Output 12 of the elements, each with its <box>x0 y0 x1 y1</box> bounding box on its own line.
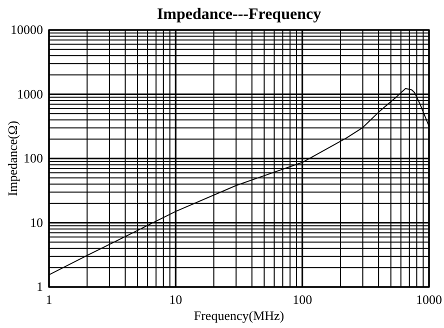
x-axis-title: Frequency(MHz) <box>194 308 284 323</box>
y-tick-label: 10 <box>30 214 43 230</box>
y-tick-label: 1 <box>36 279 43 294</box>
y-tick-label: 100 <box>24 150 43 166</box>
x-tick-label: 100 <box>292 292 312 307</box>
x-tick-label: 10 <box>169 292 182 307</box>
y-axis-title: Impedance(Ω) <box>5 120 20 196</box>
x-tick-label: 1000 <box>416 292 442 307</box>
y-tick-label: 1000 <box>17 86 43 102</box>
y-tick-label: 10000 <box>10 22 43 37</box>
chart-title: Impedance---Frequency <box>156 6 322 23</box>
x-tick-label: 1 <box>46 292 52 307</box>
